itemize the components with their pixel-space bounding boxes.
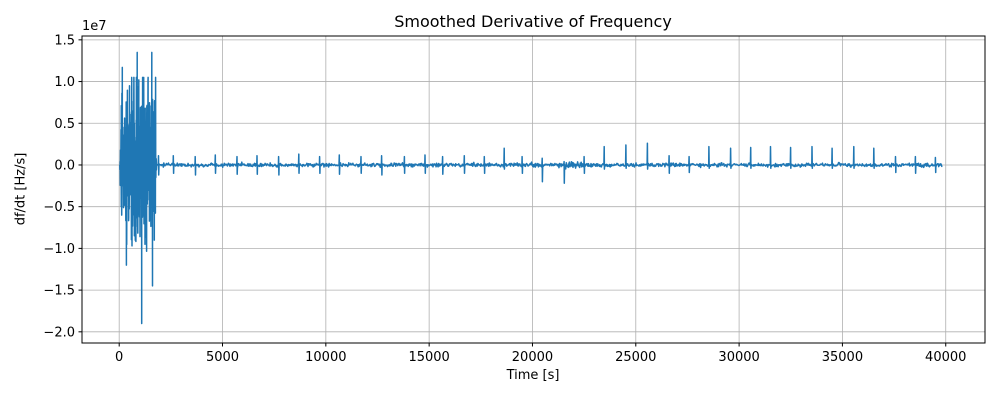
axes-frame <box>81 35 986 344</box>
x-tick-label: 30000 <box>718 350 759 365</box>
x-tick-label: 40000 <box>925 350 966 365</box>
x-tick-label: 35000 <box>822 350 863 365</box>
y-tick-label: −2.0 <box>43 325 75 340</box>
y-tick-label: 0.5 <box>54 117 75 132</box>
tick-marks <box>78 39 947 347</box>
x-tick-label: 15000 <box>408 350 449 365</box>
y-tick-label: 1.0 <box>54 75 75 90</box>
x-tick-label: 0 <box>115 350 123 365</box>
y-tick-label: −1.0 <box>43 242 75 257</box>
y-tick-label: −1.5 <box>43 284 75 299</box>
x-tick-label: 10000 <box>305 350 346 365</box>
x-tick-label: 20000 <box>512 350 553 365</box>
y-axis-offset-text: 1e7 <box>82 19 107 34</box>
chart-title: Smoothed Derivative of Frequency <box>394 12 672 31</box>
data-line <box>119 51 943 325</box>
y-tick-label: 0.0 <box>54 158 75 173</box>
x-axis-label: Time [s] <box>506 368 560 383</box>
y-tick-label: −0.5 <box>43 200 75 215</box>
grid-lines <box>82 36 985 343</box>
tick-labels: 0 5000 10000 15000 20000 25000 30000 35000 40000… <box>43 33 966 365</box>
x-tick-label: 5000 <box>206 350 239 365</box>
x-tick-label: 25000 <box>615 350 656 365</box>
y-axis-label: df/dt [Hz/s] <box>13 152 29 226</box>
y-tick-label: 1.5 <box>54 33 75 48</box>
